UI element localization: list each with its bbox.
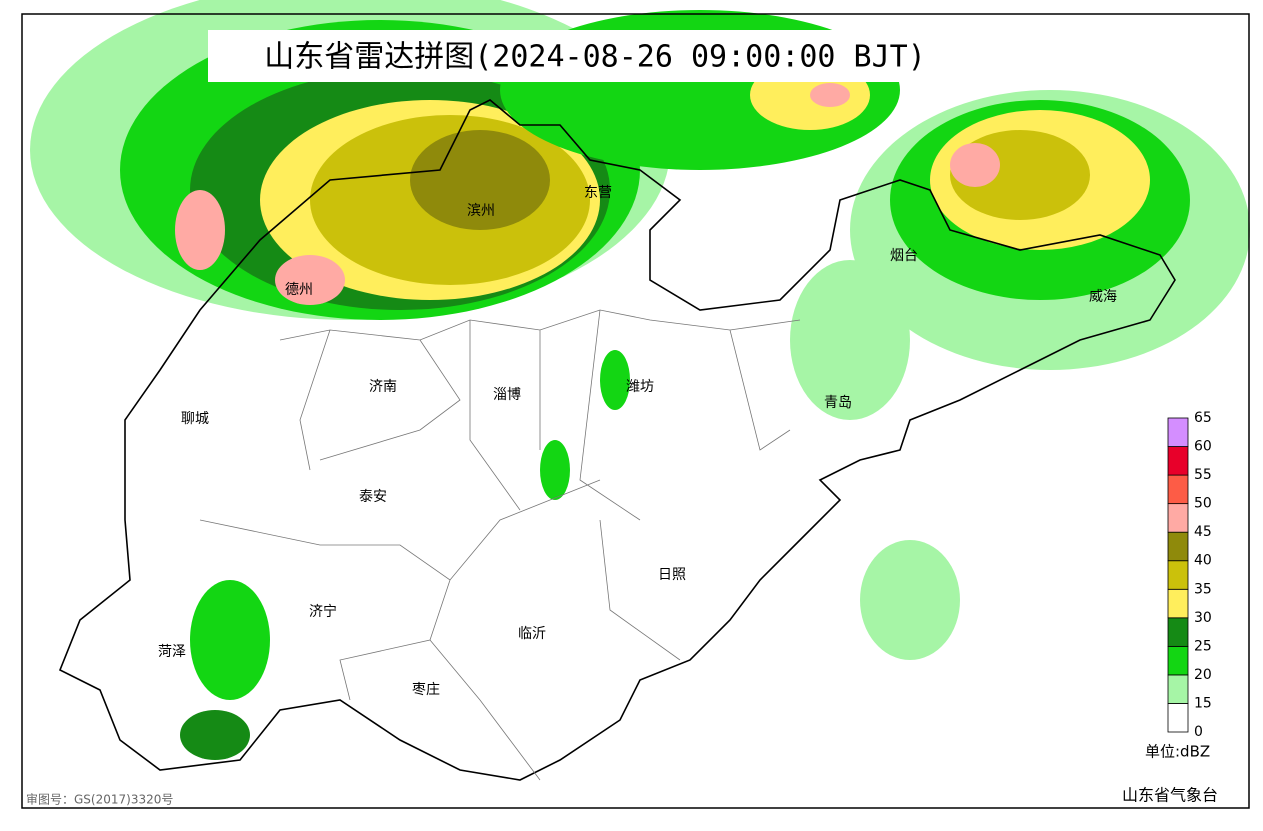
legend-label: 0 <box>1194 724 1203 740</box>
map-frame <box>21 13 1250 809</box>
city-label: 滨州 <box>467 203 495 219</box>
legend-unit: 单位:dBZ <box>1145 743 1210 761</box>
city-label: 潍坊 <box>626 379 654 395</box>
legend-swatch <box>1167 417 1189 447</box>
legend-swatch <box>1167 560 1189 590</box>
city-label: 日照 <box>658 567 686 583</box>
city-label: 枣庄 <box>412 681 440 698</box>
legend-swatch <box>1167 446 1189 476</box>
legend-swatch <box>1167 703 1189 733</box>
city-label: 泰安 <box>359 489 387 505</box>
legend-label: 60 <box>1194 439 1212 455</box>
city-label: 济宁 <box>309 603 337 620</box>
city-label: 聊城 <box>181 411 209 427</box>
city-label: 济南 <box>369 379 397 395</box>
legend-swatch <box>1167 531 1189 562</box>
legend: 0 15 20 25 30 35 40 45 50 55 60 65 <box>1167 410 1212 740</box>
city-label: 临沂 <box>518 626 546 642</box>
legend-swatch <box>1167 474 1189 505</box>
city-label: 菏泽 <box>158 644 186 660</box>
legend-swatch <box>1167 503 1189 533</box>
city-label: 威海 <box>1089 289 1117 305</box>
legend-swatch <box>1167 645 1189 676</box>
legend-label: 25 <box>1194 638 1212 654</box>
title-box <box>208 30 983 82</box>
legend-swatch <box>1167 617 1189 647</box>
city-label: 淄博 <box>493 386 521 403</box>
city-borders <box>199 309 801 781</box>
map-title: 山东省雷达拼图(2024-08-26 09:00:00 BJT) <box>264 40 926 75</box>
legend-label: 15 <box>1194 695 1212 711</box>
city-labels: 滨州 东营 德州 烟台 威海 济南 淄博 潍坊 青岛 聊城 泰安 日照 济宁 临… <box>158 185 1117 698</box>
legend-label: 50 <box>1194 496 1212 512</box>
legend-label: 55 <box>1194 467 1212 483</box>
legend-label: 35 <box>1194 581 1212 597</box>
province-outline <box>58 99 1176 781</box>
city-label: 东营 <box>584 185 612 201</box>
legend-label: 45 <box>1194 524 1212 540</box>
city-label: 德州 <box>285 282 313 298</box>
legend-label: 65 <box>1194 410 1212 426</box>
source: 山东省气象台 <box>1122 786 1218 805</box>
city-label: 青岛 <box>824 395 852 411</box>
legend-swatch <box>1167 588 1189 619</box>
legend-label: 30 <box>1194 610 1212 626</box>
city-label: 烟台 <box>890 248 918 264</box>
approval-number: 审图号：GS(2017)3320号 <box>26 792 173 807</box>
legend-label: 20 <box>1194 667 1212 683</box>
legend-swatch <box>1167 674 1189 704</box>
radar-echoes <box>30 0 1250 760</box>
legend-label: 40 <box>1194 553 1212 569</box>
